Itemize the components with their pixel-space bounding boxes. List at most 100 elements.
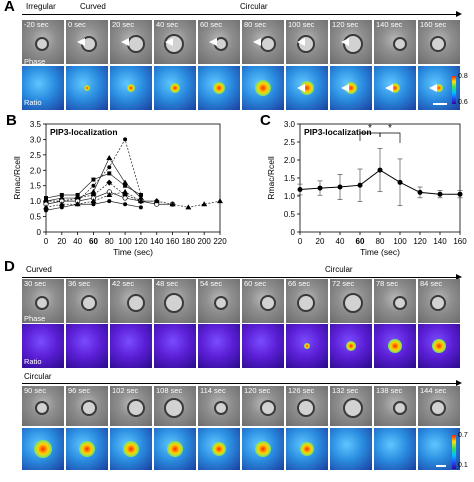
frame-time-label: 30 sec	[24, 279, 47, 288]
ratio-frame	[198, 66, 240, 110]
pip3-hotspot	[127, 84, 135, 92]
data-point	[201, 201, 208, 207]
timeline-d2-arrow	[22, 383, 458, 384]
phase-frame: 42 sec	[110, 279, 152, 323]
colorbar-d-min: 0.1	[458, 462, 468, 469]
y-tick-label: 1.5	[30, 182, 42, 191]
x-tick-label: 100	[393, 237, 407, 246]
x-tick-label: 60	[356, 237, 365, 246]
ratio-frame	[242, 66, 284, 110]
cell-blob	[260, 295, 276, 311]
frame-time-label: 126 sec	[288, 386, 315, 395]
cell-blob	[260, 400, 276, 416]
cell-blob	[260, 36, 276, 52]
cell-blob	[127, 35, 145, 53]
y-tick-label: 2.5	[30, 151, 42, 160]
arrowhead-marker	[121, 38, 129, 46]
frame-time-label: 0 sec	[68, 20, 86, 29]
x-tick-label: 60	[89, 237, 98, 246]
row-d-label-ratio: Ratio	[24, 357, 42, 366]
y-axis-label: Rmac/Rcell	[266, 156, 276, 200]
data-point	[58, 195, 65, 201]
pip3-hotspot	[255, 80, 271, 96]
cell-blob	[214, 401, 228, 415]
ratio-frame	[66, 66, 108, 110]
cell-blob	[127, 294, 145, 312]
cell-blob	[214, 296, 228, 310]
data-point	[106, 179, 113, 186]
cell-blob	[297, 399, 315, 417]
phase-frame: 96 sec	[66, 386, 108, 426]
data-point	[337, 184, 343, 190]
cell-blob	[81, 295, 97, 311]
phase-frame: 140 sec	[374, 20, 416, 64]
phase-frame: -20 sec	[22, 20, 64, 64]
ratio-frame	[154, 66, 196, 110]
y-tick-label: 2.5	[284, 138, 296, 147]
frame-time-label: 138 sec	[376, 386, 403, 395]
data-point	[75, 202, 80, 207]
data-point	[91, 183, 96, 188]
ratio-frame	[22, 324, 64, 368]
phase-frame: 48 sec	[154, 279, 196, 323]
significance-star: *	[388, 123, 392, 134]
colorbar-d	[452, 435, 456, 469]
phase-frame: 66 sec	[286, 279, 328, 323]
cell-blob	[430, 295, 446, 311]
panel-label-b: B	[6, 112, 17, 129]
panel-d-phase-strip-1: 30 sec 36 sec 42 sec 48 sec 54 sec 60 sec 66 s…	[22, 279, 460, 323]
data-point	[357, 182, 363, 188]
pip3-hotspot	[84, 85, 90, 91]
timeline-arrowhead	[456, 11, 462, 17]
data-point	[317, 185, 323, 191]
frame-time-label: 108 sec	[156, 386, 183, 395]
pip3-hotspot	[167, 441, 183, 457]
ratio-frame	[286, 428, 328, 470]
ratio-frame	[330, 324, 372, 368]
row-d-label-phase: Phase	[24, 314, 46, 323]
ratio-frame	[66, 324, 108, 368]
panel-label-d: D	[4, 258, 15, 275]
data-point	[153, 198, 160, 204]
ratio-frame	[286, 324, 328, 368]
y-tick-label: 0	[291, 228, 296, 237]
ratio-frame	[198, 324, 240, 368]
data-point	[169, 201, 176, 207]
frame-time-label: 120 sec	[244, 386, 271, 395]
x-tick-label: 160	[453, 237, 467, 246]
y-tick-label: 1.0	[284, 192, 296, 201]
series-line	[46, 182, 157, 202]
cell-blob	[393, 401, 407, 415]
frame-time-label: 42 sec	[112, 279, 135, 288]
ratio-frame	[418, 324, 460, 368]
pip3-hotspot	[79, 441, 95, 457]
frame-time-label: 114 sec	[200, 386, 226, 395]
phase-frame: 120 sec	[242, 386, 284, 426]
ratio-frame	[330, 66, 372, 110]
frame-time-label: 66 sec	[288, 279, 311, 288]
data-point	[137, 198, 144, 204]
phase-frame: 60 sec	[198, 20, 240, 64]
data-point	[107, 165, 112, 170]
data-point	[217, 198, 223, 204]
frame-time-label: 120 sec	[332, 20, 359, 29]
data-point	[137, 195, 144, 201]
data-point	[138, 205, 143, 210]
frame-time-label: 80 sec	[244, 20, 267, 29]
arrowhead-marker	[297, 84, 305, 92]
x-tick-label: 20	[316, 237, 325, 246]
pip3-hotspot	[213, 82, 225, 94]
pip3-hotspot	[435, 84, 443, 92]
pip3-hotspot	[390, 83, 400, 93]
colorbar-a	[452, 76, 456, 104]
frame-time-label: 20 sec	[112, 20, 135, 29]
x-tick-label: 140	[433, 237, 447, 246]
x-axis-label: Time (sec)	[360, 247, 400, 257]
chart-b: 0 0.5 1.0 1.5 2.0 2.5 3.0 3.5 0 20 40 60 80 100 120 140…	[12, 120, 227, 257]
data-point	[397, 179, 403, 185]
y-tick-label: 3.5	[30, 120, 42, 129]
data-point	[107, 199, 112, 204]
phase-frame: 30 sec	[22, 279, 64, 323]
data-point	[123, 137, 128, 142]
cell-blob	[164, 398, 184, 418]
